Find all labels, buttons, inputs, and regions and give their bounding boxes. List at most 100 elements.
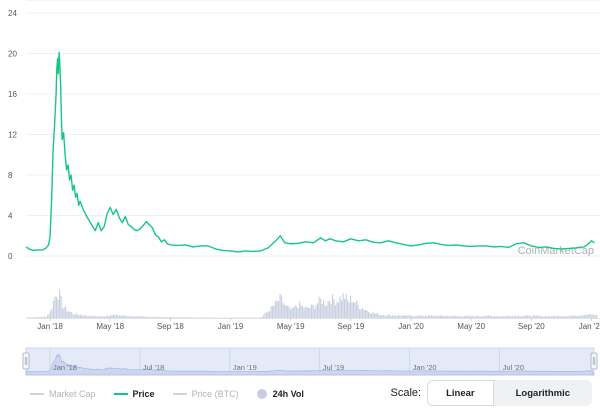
volume-bar <box>191 317 193 318</box>
volume-bar <box>111 315 113 318</box>
volume-bar <box>330 303 332 318</box>
navigator-left-handle[interactable] <box>22 352 30 370</box>
volume-bar <box>102 316 104 318</box>
volume-bar <box>341 300 343 318</box>
volume-bar <box>314 308 316 318</box>
volume-bar <box>173 317 175 318</box>
legend-price-btc[interactable]: Price (BTC) <box>172 389 239 399</box>
volume-bar <box>159 316 161 318</box>
scale-linear-button[interactable]: Linear <box>427 380 494 406</box>
volume-bar <box>366 310 368 318</box>
legend: Market Cap Price Price (BTC) 24h Vol <box>30 386 322 402</box>
volume-bar <box>354 302 356 318</box>
scale-label: Scale: <box>390 387 422 399</box>
volume-bar <box>267 311 269 318</box>
volume-bar <box>380 314 382 318</box>
volume-bar <box>45 317 47 318</box>
volume-bar <box>303 308 305 318</box>
volume-bar <box>521 316 523 318</box>
volume-bar <box>440 315 442 318</box>
volume-bar <box>249 317 251 318</box>
legend-price-label: Price <box>132 389 155 399</box>
volume-bar <box>362 308 364 318</box>
volume-bar <box>51 308 53 318</box>
volume-bar <box>345 294 347 318</box>
price-swatch <box>113 393 128 395</box>
volume-bar <box>90 315 92 318</box>
volume-bar <box>312 304 314 318</box>
volume-bar <box>147 317 149 318</box>
volume-bar <box>396 315 398 318</box>
volume-bar <box>48 313 50 318</box>
volume-bar <box>347 299 349 318</box>
volume-bar <box>524 315 526 318</box>
volume-bar <box>141 316 143 318</box>
volume-bar <box>300 305 302 318</box>
volume-bar <box>515 315 517 318</box>
volume-bar <box>377 313 379 318</box>
volume-bar <box>240 317 242 318</box>
volume-bar <box>462 316 464 318</box>
volume-bar <box>129 316 131 318</box>
volume-bar <box>459 316 461 318</box>
y-tick-label: 20 <box>8 50 17 59</box>
volume-bar <box>284 304 286 318</box>
volume-bar <box>302 305 304 318</box>
volume-bar <box>398 315 400 318</box>
volume-bar <box>261 316 263 318</box>
volume-bar <box>128 316 130 318</box>
scale-logarithmic-button[interactable]: Logarithmic <box>493 380 592 406</box>
volume-bar <box>378 315 380 318</box>
navigator-tick-label: Jul '20 <box>503 363 524 372</box>
volume-bar <box>57 299 59 318</box>
volume-bar <box>71 312 73 318</box>
volume-bar <box>431 315 433 318</box>
volume-bar <box>266 312 268 318</box>
volume-bar <box>140 316 142 318</box>
volume-bar <box>276 300 278 318</box>
navigator-right-handle[interactable] <box>590 352 598 370</box>
volume-bar <box>201 317 203 318</box>
volume-bar <box>158 317 160 318</box>
volume-bar <box>519 316 521 318</box>
volume-bar <box>449 316 451 318</box>
volume-bar <box>504 316 506 318</box>
legend-price[interactable]: Price <box>113 389 155 399</box>
volume-bar <box>465 315 467 318</box>
volume-bar <box>62 308 64 318</box>
volume-bar <box>149 316 151 318</box>
legend-market-cap[interactable]: Market Cap <box>30 389 96 399</box>
volume-bar <box>131 315 133 318</box>
volume-bar <box>263 315 265 318</box>
volume-bar <box>585 314 587 318</box>
volume-bar <box>372 312 374 318</box>
volume-bar <box>498 316 500 318</box>
volume-bar <box>393 315 395 318</box>
volume-bar <box>53 300 55 318</box>
volume-bar <box>342 293 344 318</box>
volume-bar <box>186 317 188 318</box>
volume-bar <box>146 316 148 318</box>
volume-bar <box>411 315 413 318</box>
volume-bar <box>488 315 490 318</box>
volume-bar <box>392 315 394 318</box>
volume-bar <box>359 309 361 318</box>
volume-bar <box>143 316 145 318</box>
range-navigator[interactable]: Jan '18 Jul '18 Jan '19 Jul '19 Jan '20 Jul '… <box>22 347 598 376</box>
volume-bar <box>297 308 299 318</box>
volume-bar <box>218 317 220 318</box>
volume-bar <box>144 316 146 318</box>
volume-bar <box>176 317 178 318</box>
volume-bar <box>530 316 532 318</box>
volume-bar <box>402 315 404 318</box>
volume-bar <box>153 316 155 318</box>
volume-bar <box>507 315 509 318</box>
volume-bar <box>500 316 502 318</box>
volume-bar <box>386 315 388 318</box>
volume-bar <box>66 311 68 318</box>
y-tick-label: 8 <box>8 171 13 180</box>
legend-24h-vol[interactable]: 24h Vol <box>256 389 304 399</box>
volume-bar <box>174 317 176 318</box>
x-tick-label: Jan '21 <box>579 322 600 331</box>
volume-bar <box>596 314 598 318</box>
